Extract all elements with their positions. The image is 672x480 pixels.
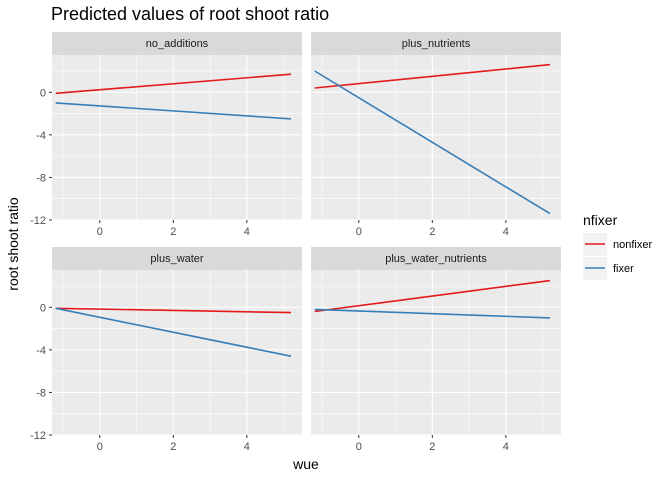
facet-strip: [52, 247, 302, 270]
facet-strip: [311, 247, 561, 270]
facet-strip: [311, 32, 561, 55]
legend-items: nonfixer fixer: [583, 233, 652, 280]
facet-strip-label: plus_water: [150, 253, 204, 265]
y-tick-label: -12: [30, 215, 46, 227]
legend-title: nfixer: [583, 212, 618, 228]
legend: nfixer nonfixer fixer: [583, 212, 652, 280]
y-tick-label: -4: [36, 130, 46, 142]
panel-background: [311, 270, 561, 435]
facet-panels: no_additions 0 2 4 0 -4 -8 -12 plus_nutrients 0 2 4…: [30, 32, 561, 453]
y-tick-label: 0: [40, 87, 46, 99]
y-tick-label: -8: [36, 387, 46, 399]
facet-strip-label: no_additions: [146, 38, 209, 50]
legend-label-fixer: fixer: [613, 263, 634, 275]
legend-label-nonfixer: nonfixer: [613, 239, 652, 251]
series-line-nonfixer: [314, 63, 551, 89]
x-tick-label: 4: [244, 441, 250, 453]
series-line-fixer: [55, 102, 292, 120]
series-line-nonfixer: [55, 307, 292, 314]
x-tick-label: 2: [170, 226, 176, 238]
x-tick-label: 4: [503, 441, 509, 453]
y-tick-label: 0: [40, 302, 46, 314]
panel-plus_water_nutrients: plus_water_nutrients 0 2 4: [311, 247, 561, 453]
facet-strip-label: plus_water_nutrients: [385, 253, 487, 265]
series-line-fixer: [55, 307, 292, 357]
panel-background: [311, 55, 561, 220]
x-axis-title: wue: [292, 456, 319, 472]
y-axis-title: root shoot ratio: [5, 197, 21, 291]
x-tick-label: 0: [356, 441, 362, 453]
panel-background: [52, 55, 302, 220]
x-tick-label: 4: [503, 226, 509, 238]
x-tick-label: 2: [429, 441, 435, 453]
panel-background: [52, 270, 302, 435]
facet-strip: [52, 32, 302, 55]
x-tick-label: 2: [429, 226, 435, 238]
series-line-fixer: [314, 70, 551, 215]
x-tick-label: 0: [356, 226, 362, 238]
panel-plus_nutrients: plus_nutrients 0 2 4: [311, 32, 561, 238]
y-tick-label: -8: [36, 172, 46, 184]
series-line-nonfixer: [314, 279, 551, 313]
x-tick-label: 0: [97, 441, 103, 453]
panel-plus_water: plus_water 0 2 4 0 -4 -8 -12: [30, 247, 302, 453]
y-tick-label: -12: [30, 430, 46, 442]
x-tick-label: 4: [244, 226, 250, 238]
chart-title: Predicted values of root shoot ratio: [51, 4, 329, 24]
series-line-nonfixer: [55, 73, 292, 95]
panel-no_additions: no_additions 0 2 4 0 -4 -8 -12: [30, 32, 302, 238]
series-line-fixer: [314, 308, 551, 319]
x-tick-label: 0: [97, 226, 103, 238]
x-tick-label: 2: [170, 441, 176, 453]
y-tick-label: -4: [36, 345, 46, 357]
facet-strip-label: plus_nutrients: [402, 38, 471, 50]
